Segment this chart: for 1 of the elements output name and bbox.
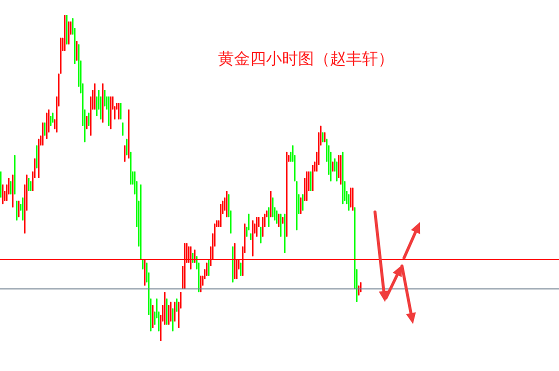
text: 黄金四小时图（赵丰轩） (218, 49, 394, 70)
